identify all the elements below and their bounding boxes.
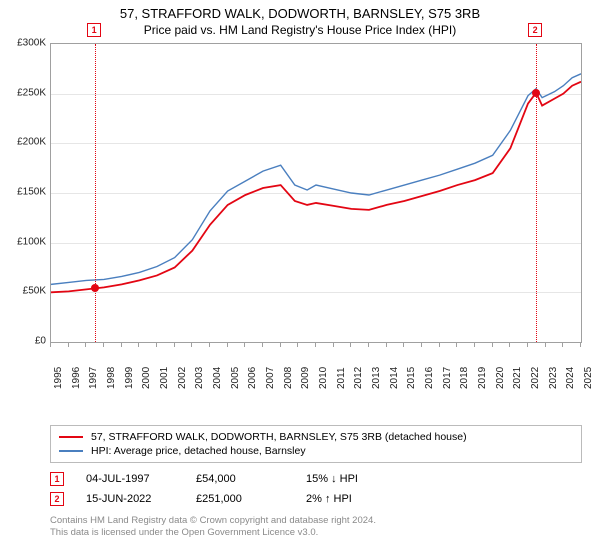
- datapoint-marker: 1: [50, 472, 64, 486]
- x-tick-label: 1998: [106, 349, 117, 389]
- x-tick-label: 2005: [230, 349, 241, 389]
- plot-region: [50, 43, 582, 343]
- datapoint-delta: 15% ↓ HPI: [306, 473, 394, 485]
- y-tick-label: £0: [14, 336, 46, 347]
- x-tick-label: 2008: [283, 349, 294, 389]
- x-tick-label: 2012: [353, 349, 364, 389]
- x-tick-label: 2023: [548, 349, 559, 389]
- legend-item: 57, STRAFFORD WALK, DODWORTH, BARNSLEY, …: [59, 430, 573, 444]
- marker-guideline: [95, 44, 96, 342]
- x-tick-label: 2020: [495, 349, 506, 389]
- datapoint-date: 04-JUL-1997: [86, 473, 174, 485]
- marker-label: 1: [87, 23, 101, 37]
- legend: 57, STRAFFORD WALK, DODWORTH, BARNSLEY, …: [50, 425, 582, 463]
- x-tick-label: 2022: [530, 349, 541, 389]
- legend-label: HPI: Average price, detached house, Barn…: [91, 445, 306, 457]
- x-tick-label: 2019: [477, 349, 488, 389]
- legend-swatch: [59, 450, 83, 452]
- marker-label: 2: [528, 23, 542, 37]
- footnote-line2: This data is licensed under the Open Gov…: [50, 527, 582, 539]
- datapoint-delta: 2% ↑ HPI: [306, 493, 394, 505]
- legend-item: HPI: Average price, detached house, Barn…: [59, 444, 573, 458]
- y-tick-label: £100K: [14, 236, 46, 247]
- x-tick-label: 2025: [583, 349, 594, 389]
- x-tick-label: 2007: [265, 349, 276, 389]
- datapoint-row: 2 15-JUN-2022 £251,000 2% ↑ HPI: [50, 489, 582, 509]
- x-tick-label: 2000: [141, 349, 152, 389]
- datapoint-table: 1 04-JUL-1997 £54,000 15% ↓ HPI 2 15-JUN-2022…: [50, 469, 582, 509]
- x-tick-label: 2015: [406, 349, 417, 389]
- datapoint-date: 15-JUN-2022: [86, 493, 174, 505]
- footnote-line1: Contains HM Land Registry data © Crown c…: [50, 515, 582, 527]
- legend-label: 57, STRAFFORD WALK, DODWORTH, BARNSLEY, …: [91, 431, 467, 443]
- x-tick-label: 2004: [212, 349, 223, 389]
- x-tick-label: 2017: [442, 349, 453, 389]
- x-tick-label: 1995: [53, 349, 64, 389]
- y-tick-label: £200K: [14, 137, 46, 148]
- y-tick-label: £250K: [14, 87, 46, 98]
- legend-swatch: [59, 436, 83, 438]
- x-tick-label: 2013: [371, 349, 382, 389]
- marker-dot: [91, 284, 99, 292]
- chart-area: 1995199619971998199920002001200220032004…: [50, 43, 582, 383]
- x-tick-label: 2021: [512, 349, 523, 389]
- x-tick-label: 2009: [300, 349, 311, 389]
- y-tick-label: £50K: [14, 286, 46, 297]
- x-tick-label: 2024: [565, 349, 576, 389]
- x-tick-label: 1997: [88, 349, 99, 389]
- footnote: Contains HM Land Registry data © Crown c…: [50, 515, 582, 540]
- datapoint-row: 1 04-JUL-1997 £54,000 15% ↓ HPI: [50, 469, 582, 489]
- datapoint-price: £251,000: [196, 493, 284, 505]
- x-tick-label: 2006: [247, 349, 258, 389]
- x-tick-label: 2011: [336, 349, 347, 389]
- marker-dot: [532, 89, 540, 97]
- y-tick-label: £150K: [14, 187, 46, 198]
- x-tick-label: 2010: [318, 349, 329, 389]
- x-tick-label: 2003: [194, 349, 205, 389]
- x-tick-label: 2018: [459, 349, 470, 389]
- x-tick-label: 1999: [124, 349, 135, 389]
- x-tick-label: 2014: [389, 349, 400, 389]
- x-axis-labels: 1995199619971998199920002001200220032004…: [50, 345, 582, 383]
- y-tick-label: £300K: [14, 38, 46, 49]
- x-tick-label: 1996: [71, 349, 82, 389]
- datapoint-price: £54,000: [196, 473, 284, 485]
- datapoint-marker: 2: [50, 492, 64, 506]
- chart-title: 57, STRAFFORD WALK, DODWORTH, BARNSLEY, …: [14, 6, 586, 21]
- x-tick-label: 2001: [159, 349, 170, 389]
- x-tick-label: 2016: [424, 349, 435, 389]
- series-price_paid: [51, 82, 581, 293]
- series-hpi: [51, 74, 581, 285]
- x-tick-label: 2002: [177, 349, 188, 389]
